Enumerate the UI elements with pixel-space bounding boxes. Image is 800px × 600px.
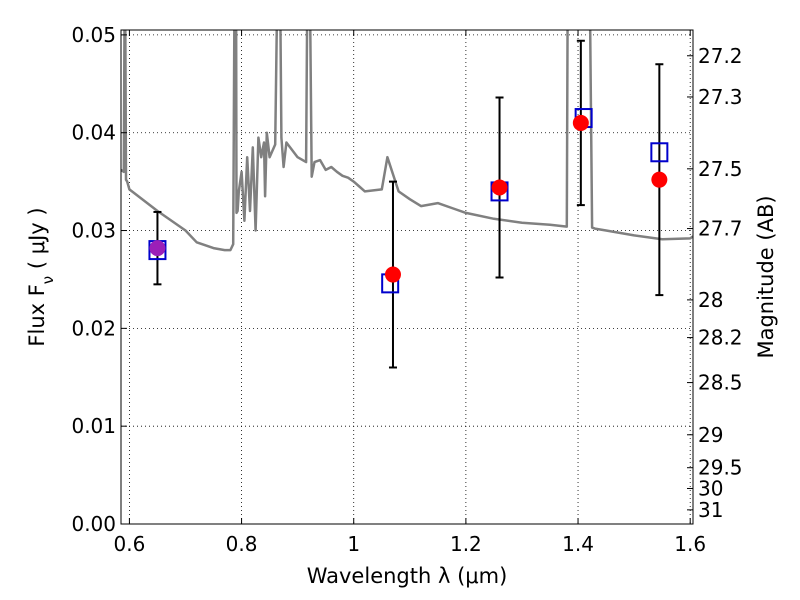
y2-tick-label: 27.3: [698, 85, 743, 109]
y2-tick-label: 27.2: [698, 44, 743, 68]
model-band-marker: [650, 142, 669, 163]
x-tick-labels: 0.6 0.8 1 1.2 1.4 1.6: [114, 532, 707, 556]
y-tick-label: 0.03: [71, 219, 116, 243]
observed-point: [384, 266, 401, 283]
observed-point-layer: [149, 114, 668, 283]
observed-point: [491, 179, 508, 196]
y-tick-label: 0.04: [71, 121, 116, 145]
y-tick-label: 0.02: [71, 316, 116, 340]
x-tick-label: 1: [347, 532, 360, 556]
x-tick-label: 0.6: [114, 532, 146, 556]
ticks: [121, 30, 693, 525]
observed-point: [572, 114, 589, 131]
x-tick-label: 0.8: [226, 532, 258, 556]
x-tick-label: 1.6: [674, 532, 706, 556]
y2-axis-label: Magnitude (AB): [754, 195, 778, 358]
y2-tick-label: 28.5: [698, 371, 743, 395]
y2-tick-label: 29: [698, 423, 723, 447]
model-band-layer: [148, 108, 669, 294]
observed-point: [149, 240, 166, 257]
y-axis-label: Flux Fν ( μJy ): [25, 207, 57, 346]
model-spectrum-layer: [121, 30, 693, 252]
plot-frame: [120, 29, 694, 525]
x-tick-label: 1.4: [562, 532, 594, 556]
model-spectrum-line: [121, 30, 693, 252]
y2-tick-label: 29.5: [698, 456, 743, 480]
y2-tick-label: 28.2: [698, 326, 743, 350]
y-tick-label: 0.05: [71, 23, 116, 47]
observed-point: [651, 171, 668, 188]
x-axis-label: Wavelength λ (μm): [307, 564, 508, 588]
y-tick-labels: 0.00 0.01 0.02 0.03 0.04 0.05: [71, 23, 116, 536]
y2-tick-label: 31: [698, 498, 723, 522]
x-tick-label: 1.2: [450, 532, 482, 556]
errorbar-layer: [153, 39, 664, 369]
y-tick-label: 0.00: [71, 512, 116, 536]
y2-tick-label: 27.7: [698, 217, 743, 241]
y-tick-label: 0.01: [71, 414, 116, 438]
y2-tick-label: 27.5: [698, 157, 743, 181]
y2-tick-label: 30: [698, 476, 723, 500]
grid: [121, 30, 693, 525]
y2-tick-label: 28: [698, 288, 723, 312]
